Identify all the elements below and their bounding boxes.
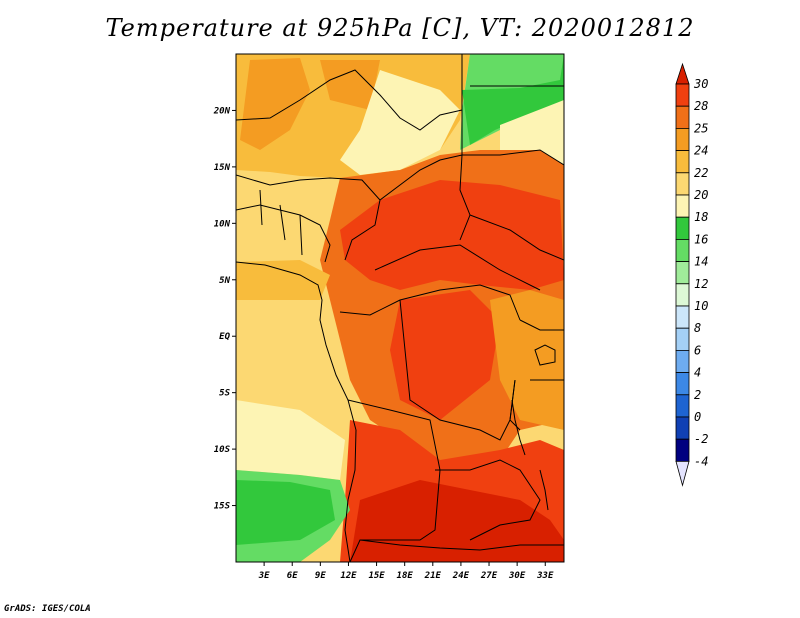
- colorbar-swatch: [675, 83, 690, 107]
- lat-tick-label: 20N: [213, 106, 231, 116]
- colorbar-label: -4: [694, 454, 708, 468]
- colorbar-swatch: [675, 438, 690, 462]
- colorbar-label: 10: [694, 299, 708, 313]
- southwest-dark-green-region: [236, 480, 335, 545]
- lon-tick-label: 9E: [315, 571, 326, 581]
- horn-pale-region: [500, 100, 564, 165]
- latitude-axis: 20N 15N 10N 5N EQ 5S 10S 15S: [213, 106, 236, 512]
- lon-tick-label: 6E: [287, 571, 298, 581]
- northeast-dark-green-region: [462, 54, 564, 145]
- colorbar-label: 0: [694, 410, 701, 424]
- colorbar-swatch: [675, 327, 690, 351]
- colorbar-label: 4: [694, 366, 701, 380]
- border-drc: [399, 299, 516, 441]
- east-africa-amber: [490, 290, 564, 430]
- map-frame: [235, 53, 565, 563]
- colorbar-label: 18: [694, 210, 708, 224]
- lon-tick-label: 15E: [368, 571, 385, 581]
- lake-malawi: [539, 469, 549, 511]
- colorbar-label: 8: [694, 321, 701, 335]
- southern-deep-red-region: [350, 480, 564, 562]
- colorbar-label: 20: [694, 188, 708, 202]
- colorbar-swatch: [675, 372, 690, 396]
- sahara-pale-region: [340, 70, 460, 175]
- colorbar-label: 30: [693, 77, 708, 91]
- colorbar-swatch: [675, 127, 690, 151]
- border-sudan: [462, 149, 564, 261]
- colorbar-label: 28: [694, 99, 708, 113]
- colorbar-top-arrow: [675, 62, 690, 85]
- lat-tick-label: 15N: [214, 163, 231, 173]
- colorbar-label: 24: [694, 144, 708, 158]
- map-title: Temperature at 925hPa [C], VT: 202001281…: [105, 14, 695, 42]
- lat-tick-label: EQ: [219, 332, 230, 342]
- lon-tick-label: 27E: [480, 571, 498, 581]
- border-car: [374, 244, 541, 291]
- colorbar-swatch: [675, 261, 690, 285]
- colorbar-swatch: [675, 105, 690, 129]
- colorbar-swatch: [675, 416, 690, 440]
- lon-tick-label: 24E: [452, 571, 470, 581]
- country-borders: [236, 54, 564, 562]
- lon-tick-label: 12E: [340, 571, 357, 581]
- lake-victoria: [534, 344, 556, 366]
- lon-tick-label: 18E: [397, 571, 414, 581]
- north-amber-region: [240, 58, 380, 150]
- lat-tick-label: 5S: [219, 389, 230, 399]
- colorbar-swatch: [675, 238, 690, 262]
- temperature-field: [236, 54, 564, 562]
- basin-red-region: [390, 290, 500, 420]
- border-egypt: [461, 54, 564, 155]
- colorbar-bottom-arrow: [675, 460, 690, 487]
- west-africa-borders: [236, 189, 331, 263]
- colorbar-label: 22: [694, 166, 708, 180]
- lon-tick-label: 33E: [536, 571, 554, 581]
- lon-tick-label: 3E: [258, 571, 270, 581]
- border-sahel: [236, 174, 381, 261]
- central-red-belt: [340, 180, 564, 290]
- lat-tick-label: 10S: [214, 445, 231, 455]
- southwest-pale-region: [236, 400, 345, 480]
- longitude-axis: 3E 6E 9E 12E 15E 18E 21E 24E 27E 30E 33E: [258, 562, 554, 581]
- colorbar-swatch: [675, 283, 690, 307]
- colorbar-label: 16: [694, 232, 708, 246]
- colorbar-label: -2: [694, 432, 708, 446]
- border-zambia: [435, 459, 541, 541]
- colorbar-label: 2: [694, 388, 701, 402]
- border-south: [359, 539, 564, 551]
- colorbar-swatch: [675, 172, 690, 196]
- border-angola: [347, 399, 441, 562]
- colorbar-swatch: [675, 305, 690, 329]
- colorbar-label: 14: [694, 255, 708, 269]
- colorbar-swatch: [675, 349, 690, 373]
- colorbar-label: 12: [694, 277, 708, 291]
- grads-credit: GrADS: IGES/COLA: [4, 604, 91, 614]
- colorbar-swatch: [675, 194, 690, 218]
- border-congo-north: [339, 284, 521, 321]
- border-sahara: [236, 69, 463, 131]
- colorbar-swatch: [675, 216, 690, 240]
- lat-tick-label: 5N: [219, 276, 230, 286]
- colorbar-label: 25: [694, 121, 708, 135]
- lake-tanganyika: [511, 399, 526, 456]
- lat-tick-label: 10N: [214, 219, 231, 229]
- colorbar-swatch: [675, 394, 690, 418]
- lon-tick-label: 21E: [424, 571, 442, 581]
- colorbar-label: 6: [694, 343, 701, 357]
- lat-tick-label: 15S: [214, 502, 231, 512]
- coastline-west: [236, 261, 357, 562]
- colorbar-swatch: [675, 150, 690, 174]
- lon-tick-label: 30E: [508, 571, 526, 581]
- west-coast-orange: [236, 260, 330, 300]
